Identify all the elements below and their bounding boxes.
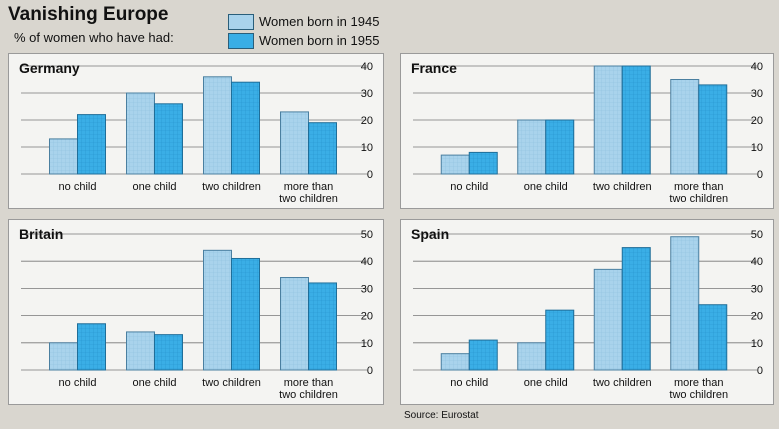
y-tick-label: 20 (361, 115, 373, 127)
category-label: more than (284, 181, 334, 193)
bar-1945 (517, 342, 547, 371)
bar-1955 (621, 65, 651, 175)
bar-1945 (126, 92, 155, 175)
bar-1955 (698, 84, 728, 175)
bar-1955 (468, 151, 498, 175)
y-tick-label: 0 (367, 365, 373, 377)
category-label: more than (284, 377, 334, 389)
chart-spain: 0 10 20 30 40 50 no child one child two children… (413, 229, 763, 401)
category-label: two children (202, 377, 261, 389)
chart-title: Vanishing Europe (8, 4, 169, 25)
category-label: no child (450, 377, 488, 389)
bar-1955 (231, 257, 260, 371)
y-tick-label: 10 (361, 338, 373, 350)
bar-1955 (308, 122, 337, 175)
bar-1955 (154, 103, 183, 175)
panel-spain: 0 10 20 30 40 50 no child one child two children… (400, 219, 774, 405)
bar-1945 (126, 331, 155, 371)
y-tick-label: 40 (361, 61, 373, 73)
panel-britain: 0 10 20 30 40 50 no child one child two children… (8, 219, 384, 405)
y-tick-label: 0 (367, 169, 373, 181)
legend: Women born in 1945 Women born in 1955 (228, 12, 379, 50)
bar-1955 (621, 247, 651, 371)
panel-france: 0 10 20 30 40 no child one child two children mo… (400, 53, 774, 209)
category-label: one child (524, 377, 568, 389)
legend-item-1955: Women born in 1955 (228, 31, 379, 50)
y-tick-label: 20 (751, 311, 763, 323)
category-label: one child (524, 181, 568, 193)
legend-label-1945: Women born in 1945 (259, 14, 380, 29)
source-note: Source: Eurostat (404, 410, 479, 421)
bar-1955 (77, 114, 106, 175)
category-label: one child (132, 377, 176, 389)
y-tick-label: 20 (361, 311, 373, 323)
bar-1945 (517, 119, 547, 175)
category-label: more than (674, 377, 724, 389)
category-label: two children (279, 389, 338, 401)
category-label: two children (279, 193, 338, 205)
chart-subtitle: % of women who have had: (14, 30, 174, 45)
bar-1955 (545, 119, 575, 175)
bar-1955 (468, 339, 498, 371)
category-label: one child (132, 181, 176, 193)
bar-1955 (308, 282, 337, 371)
y-tick-label: 40 (751, 256, 763, 268)
bar-1955 (231, 81, 260, 175)
y-tick-label: 0 (757, 169, 763, 181)
y-tick-label: 20 (751, 115, 763, 127)
bar-1945 (49, 342, 78, 371)
y-tick-label: 10 (361, 142, 373, 154)
y-tick-label: 50 (751, 229, 763, 241)
bar-1955 (77, 323, 106, 371)
bar-1955 (154, 334, 183, 371)
bar-1945 (203, 249, 232, 371)
category-label: two children (593, 181, 652, 193)
y-tick-label: 10 (751, 338, 763, 350)
legend-swatch-1945 (228, 13, 254, 30)
category-label: no child (59, 181, 97, 193)
bar-1945 (440, 154, 470, 175)
y-tick-label: 50 (361, 229, 373, 241)
bar-1945 (593, 65, 623, 175)
bar-1955 (545, 309, 575, 371)
legend-swatch-1955 (228, 32, 254, 49)
y-tick-label: 0 (757, 365, 763, 377)
category-label: two children (669, 193, 728, 205)
panel-title-germany: Germany (19, 60, 80, 76)
y-tick-label: 40 (751, 61, 763, 73)
y-tick-label: 30 (361, 88, 373, 100)
category-label: no child (59, 377, 97, 389)
legend-label-1955: Women born in 1955 (259, 33, 380, 48)
bar-1945 (203, 76, 232, 175)
y-tick-label: 30 (361, 283, 373, 295)
legend-item-1945: Women born in 1945 (228, 12, 379, 31)
category-label: two children (202, 181, 261, 193)
bar-1945 (670, 79, 700, 175)
y-tick-label: 40 (361, 256, 373, 268)
panel-germany: 0 10 20 30 40 no child one child two children mo… (8, 53, 384, 209)
bar-1945 (440, 353, 470, 371)
bar-1945 (49, 138, 78, 175)
panel-title-britain: Britain (19, 226, 64, 242)
category-label: no child (450, 181, 488, 193)
bar-1945 (280, 111, 309, 175)
bar-1945 (593, 268, 623, 371)
chart-britain: 0 10 20 30 40 50 no child one child two children… (21, 229, 373, 401)
bar-1945 (280, 277, 309, 371)
panel-title-france: France (411, 60, 457, 76)
category-label: more than (674, 181, 724, 193)
y-tick-label: 10 (751, 142, 763, 154)
bar-1945 (670, 236, 700, 371)
bar-1955 (698, 304, 728, 371)
category-label: two children (669, 389, 728, 401)
panel-title-spain: Spain (411, 226, 450, 242)
y-tick-label: 30 (751, 88, 763, 100)
y-tick-label: 30 (751, 283, 763, 295)
category-label: two children (593, 377, 652, 389)
